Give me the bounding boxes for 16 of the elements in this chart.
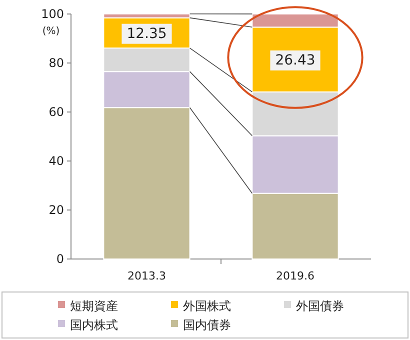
data-label: 26.43 <box>275 52 316 68</box>
legend-label: 短期資産 <box>70 299 118 314</box>
legend-label: 国内債券 <box>183 318 231 332</box>
y-tick-label: 100 <box>41 6 64 21</box>
x-tick-label: 2019.6 <box>276 270 315 283</box>
y-tick-label: 60 <box>48 104 64 119</box>
y-tick-label: 20 <box>48 202 64 217</box>
data-label: 12.35 <box>126 26 167 42</box>
x-tick-label: 2013.3 <box>127 270 166 283</box>
y-tick-label: 0 <box>56 252 64 266</box>
y-tick-label: 40 <box>48 154 64 168</box>
y-tick-label: 80 <box>48 56 64 70</box>
legend-label: 外国株式 <box>183 299 231 314</box>
y-axis-title: (%) <box>42 26 60 37</box>
legend-label: 外国債券 <box>296 299 344 314</box>
legend-label: 国内株式 <box>70 318 118 332</box>
